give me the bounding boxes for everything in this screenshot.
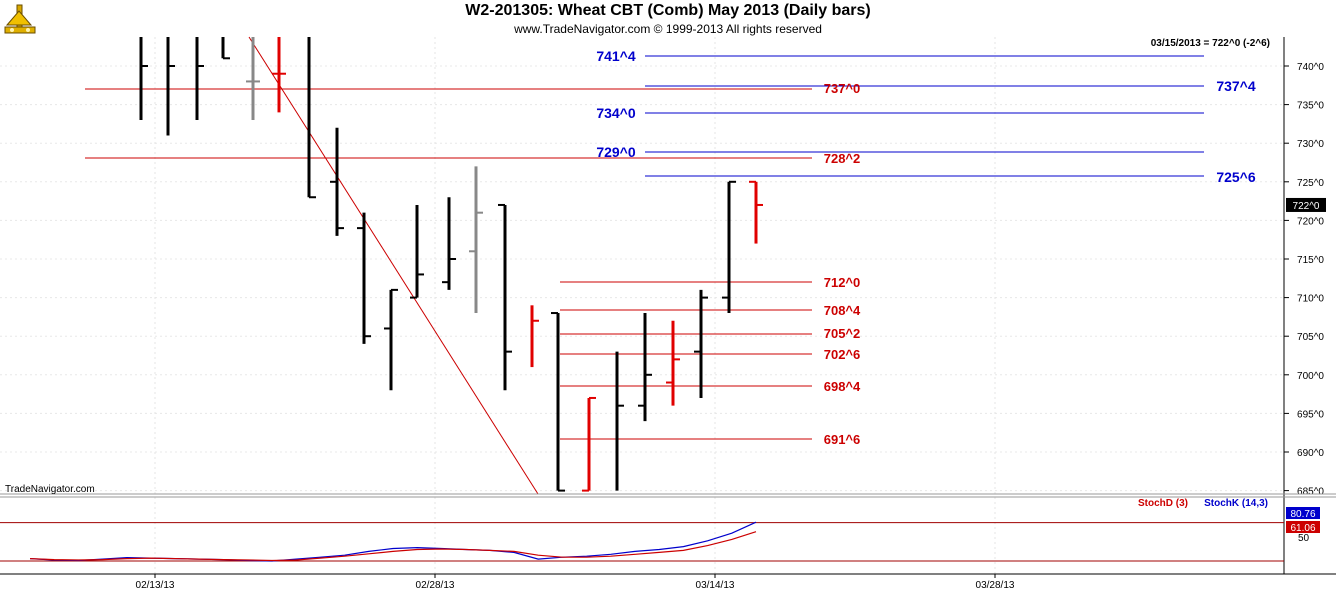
level-label: 725^6	[1216, 169, 1256, 185]
level-label: 729^0	[596, 144, 636, 160]
support-resistance-levels: 741^4 737^4 737^0 734^0 729^0 728^2 725^6 712^0…	[85, 48, 1256, 447]
level-label: 712^0	[824, 275, 861, 290]
price-bars	[139, 37, 763, 492]
y-tick-label: 710^0	[1297, 294, 1324, 305]
axes: 740^0 735^0 730^0 725^0 720^0 715^0 710^0 705^0…	[0, 37, 1336, 591]
title-bar: W2-201305: Wheat CBT (Comb) May 2013 (Da…	[0, 0, 1336, 37]
level-label: 691^6	[824, 432, 861, 447]
level-label: 702^6	[824, 347, 861, 362]
level-label: 737^0	[824, 81, 861, 96]
level-label: 698^4	[824, 379, 861, 394]
y-tick-label: 700^0	[1297, 371, 1324, 382]
trendline	[248, 36, 539, 495]
level-label: 728^2	[824, 151, 861, 166]
watermark-label: TradeNavigator.com	[5, 484, 95, 495]
stoch-y-tick-label: 50	[1298, 533, 1310, 544]
last-price-label: 722^0	[1293, 201, 1320, 212]
y-tick-label: 730^0	[1297, 139, 1324, 150]
y-tick-label: 725^0	[1297, 178, 1324, 189]
x-tick-label: 02/28/13	[416, 580, 455, 591]
stoch-legend-d: StochD (3)	[1138, 498, 1188, 509]
y-tick-label: 715^0	[1297, 255, 1324, 266]
level-label: 705^2	[824, 326, 861, 341]
y-tick-label: 735^0	[1297, 101, 1324, 112]
y-tick-label: 695^0	[1297, 409, 1324, 420]
stochd-value-label: 61.06	[1290, 523, 1315, 534]
level-label: 734^0	[596, 105, 636, 121]
last-price-marker	[1286, 197, 1326, 212]
y-tick-label: 740^0	[1297, 62, 1324, 73]
chart-title: W2-201305: Wheat CBT (Comb) May 2013 (Da…	[465, 2, 871, 19]
stochk-value-badge	[1286, 507, 1320, 519]
x-tick-label: 02/13/13	[136, 580, 175, 591]
y-tick-label: 705^0	[1297, 332, 1324, 343]
grid	[0, 37, 1284, 574]
y-tick-label: 720^0	[1297, 216, 1324, 227]
stochk-value-label: 80.76	[1290, 509, 1315, 520]
copyright-text: www.TradeNavigator.com © 1999-2013 All r…	[514, 22, 822, 36]
x-tick-label: 03/28/13	[976, 580, 1015, 591]
level-label: 708^4	[824, 303, 861, 318]
trade-navigator-logo-icon	[4, 4, 36, 34]
stochd-value-badge	[1286, 521, 1320, 533]
level-label: 741^4	[596, 48, 636, 64]
stoch-legend-k: StochK (14,3)	[1204, 498, 1268, 509]
last-info-label: 03/15/2013 = 722^0 (-2^6)	[1151, 38, 1270, 49]
x-tick-label: 03/14/13	[696, 580, 735, 591]
trendline-line	[248, 36, 539, 495]
y-tick-label: 685^0	[1297, 487, 1324, 498]
stoch-series-line	[29, 531, 757, 562]
level-label: 737^4	[1216, 78, 1256, 94]
y-tick-label: 690^0	[1297, 448, 1324, 459]
